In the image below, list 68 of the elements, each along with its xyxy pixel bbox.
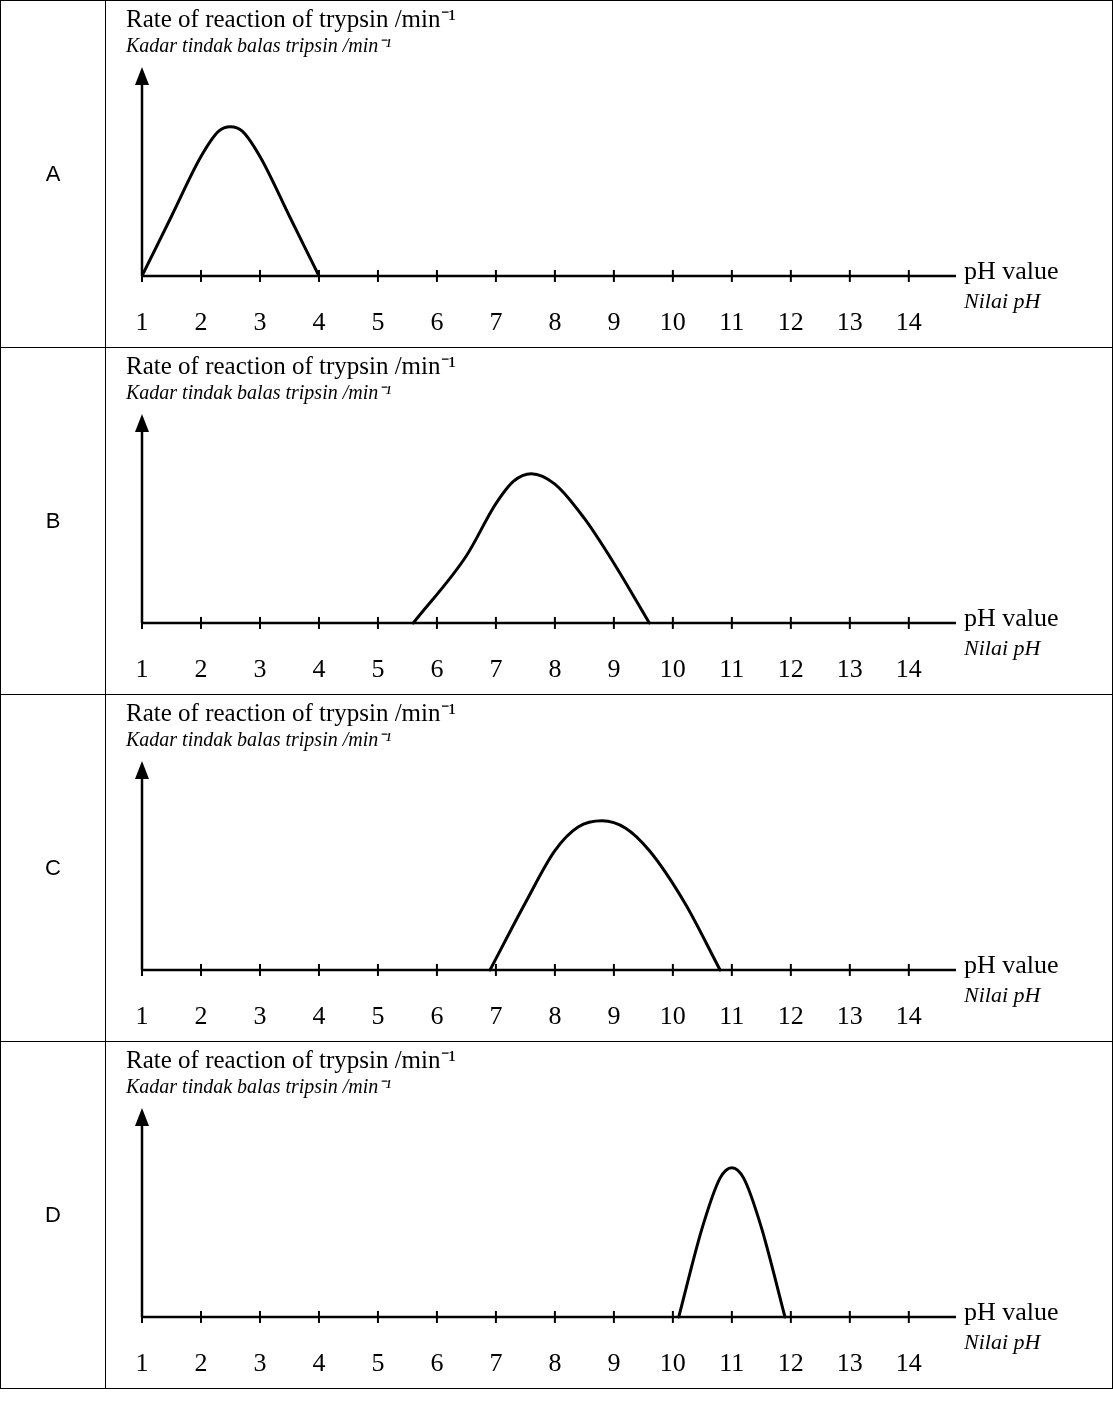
- y-axis-title: Rate of reaction of trypsin /min⁻¹ Kadar tindak balas tripsin /min⁻¹: [126, 699, 457, 751]
- text: B: [0, 347, 106, 695]
- x-tick-label: 5: [371, 654, 385, 684]
- x-tick-label: 8: [548, 654, 562, 684]
- x-axis-title: pH value Nilai pH: [963, 1296, 1059, 1354]
- x-tick-label: 1: [135, 307, 149, 337]
- x-tick-label: 3: [253, 1001, 267, 1031]
- x-tick-label: 6: [430, 1348, 444, 1378]
- x-tick-label: 2: [194, 1348, 208, 1378]
- text: A: [0, 0, 106, 348]
- x-tick-label: 9: [607, 1348, 621, 1378]
- x-tick-label: 1: [135, 1001, 149, 1031]
- y-axis-title: Rate of reaction of trypsin /min⁻¹ Kadar tindak balas tripsin /min⁻¹: [126, 352, 457, 404]
- x-tick-label: 6: [430, 307, 444, 337]
- x-tick-label: 11: [719, 307, 745, 337]
- x-tick-label: 7: [489, 1348, 503, 1378]
- x-tick-label: 9: [607, 1001, 621, 1031]
- text: D: [0, 1041, 106, 1389]
- x-tick-label: 8: [548, 307, 562, 337]
- x-tick-label: 12: [777, 1348, 804, 1378]
- x-tick-label: 5: [371, 1001, 385, 1031]
- x-tick-label: 8: [548, 1348, 562, 1378]
- x-tick-label: 11: [719, 1001, 745, 1031]
- x-tick-label: 6: [430, 1001, 444, 1031]
- x-tick-label: 13: [836, 1348, 863, 1378]
- x-tick-label: 14: [895, 1001, 922, 1031]
- x-tick-label: 10: [659, 1348, 686, 1378]
- x-tick-label: 12: [777, 654, 804, 684]
- x-tick-label: 6: [430, 654, 444, 684]
- x-tick-label: 8: [548, 1001, 562, 1031]
- x-tick-label: 3: [253, 1348, 267, 1378]
- x-tick-label: 2: [194, 1001, 208, 1031]
- x-tick-label: 5: [371, 307, 385, 337]
- x-tick-label: 11: [719, 654, 745, 684]
- x-tick-label: 11: [719, 1348, 745, 1378]
- x-tick-label: 7: [489, 1001, 503, 1031]
- x-tick-label: 9: [607, 307, 621, 337]
- x-tick-label: 12: [777, 1001, 804, 1031]
- x-tick-label: 14: [895, 307, 922, 337]
- x-tick-label: 3: [253, 307, 267, 337]
- x-tick-label: 2: [194, 307, 208, 337]
- y-axis-title: Rate of reaction of trypsin /min⁻¹ Kadar tindak balas tripsin /min⁻¹: [126, 5, 457, 57]
- x-tick-label: 10: [659, 654, 686, 684]
- x-tick-label: 10: [659, 1001, 686, 1031]
- x-tick-label: 13: [836, 654, 863, 684]
- x-axis-title: pH value Nilai pH: [963, 602, 1059, 660]
- x-tick-label: 14: [895, 654, 922, 684]
- x-tick-label: 13: [836, 1001, 863, 1031]
- x-tick-label: 5: [371, 1348, 385, 1378]
- x-tick-label: 10: [659, 307, 686, 337]
- x-tick-label: 1: [135, 1348, 149, 1378]
- x-tick-label: 13: [836, 307, 863, 337]
- y-axis-title: Rate of reaction of trypsin /min⁻¹ Kadar tindak balas tripsin /min⁻¹: [126, 1046, 457, 1098]
- x-tick-label: 4: [312, 307, 326, 337]
- x-tick-label: 7: [489, 307, 503, 337]
- x-tick-label: 4: [312, 1001, 326, 1031]
- x-tick-label: 7: [489, 654, 503, 684]
- x-tick-label: 14: [895, 1348, 922, 1378]
- x-tick-label: 4: [312, 654, 326, 684]
- x-tick-label: 9: [607, 654, 621, 684]
- x-tick-label: 3: [253, 654, 267, 684]
- x-tick-label: 4: [312, 1348, 326, 1378]
- x-tick-label: 12: [777, 307, 804, 337]
- x-axis-title: pH value Nilai pH: [963, 949, 1059, 1007]
- x-tick-label: 1: [135, 654, 149, 684]
- text: C: [0, 694, 106, 1042]
- x-axis-title: pH value Nilai pH: [963, 255, 1059, 313]
- x-tick-label: 2: [194, 654, 208, 684]
